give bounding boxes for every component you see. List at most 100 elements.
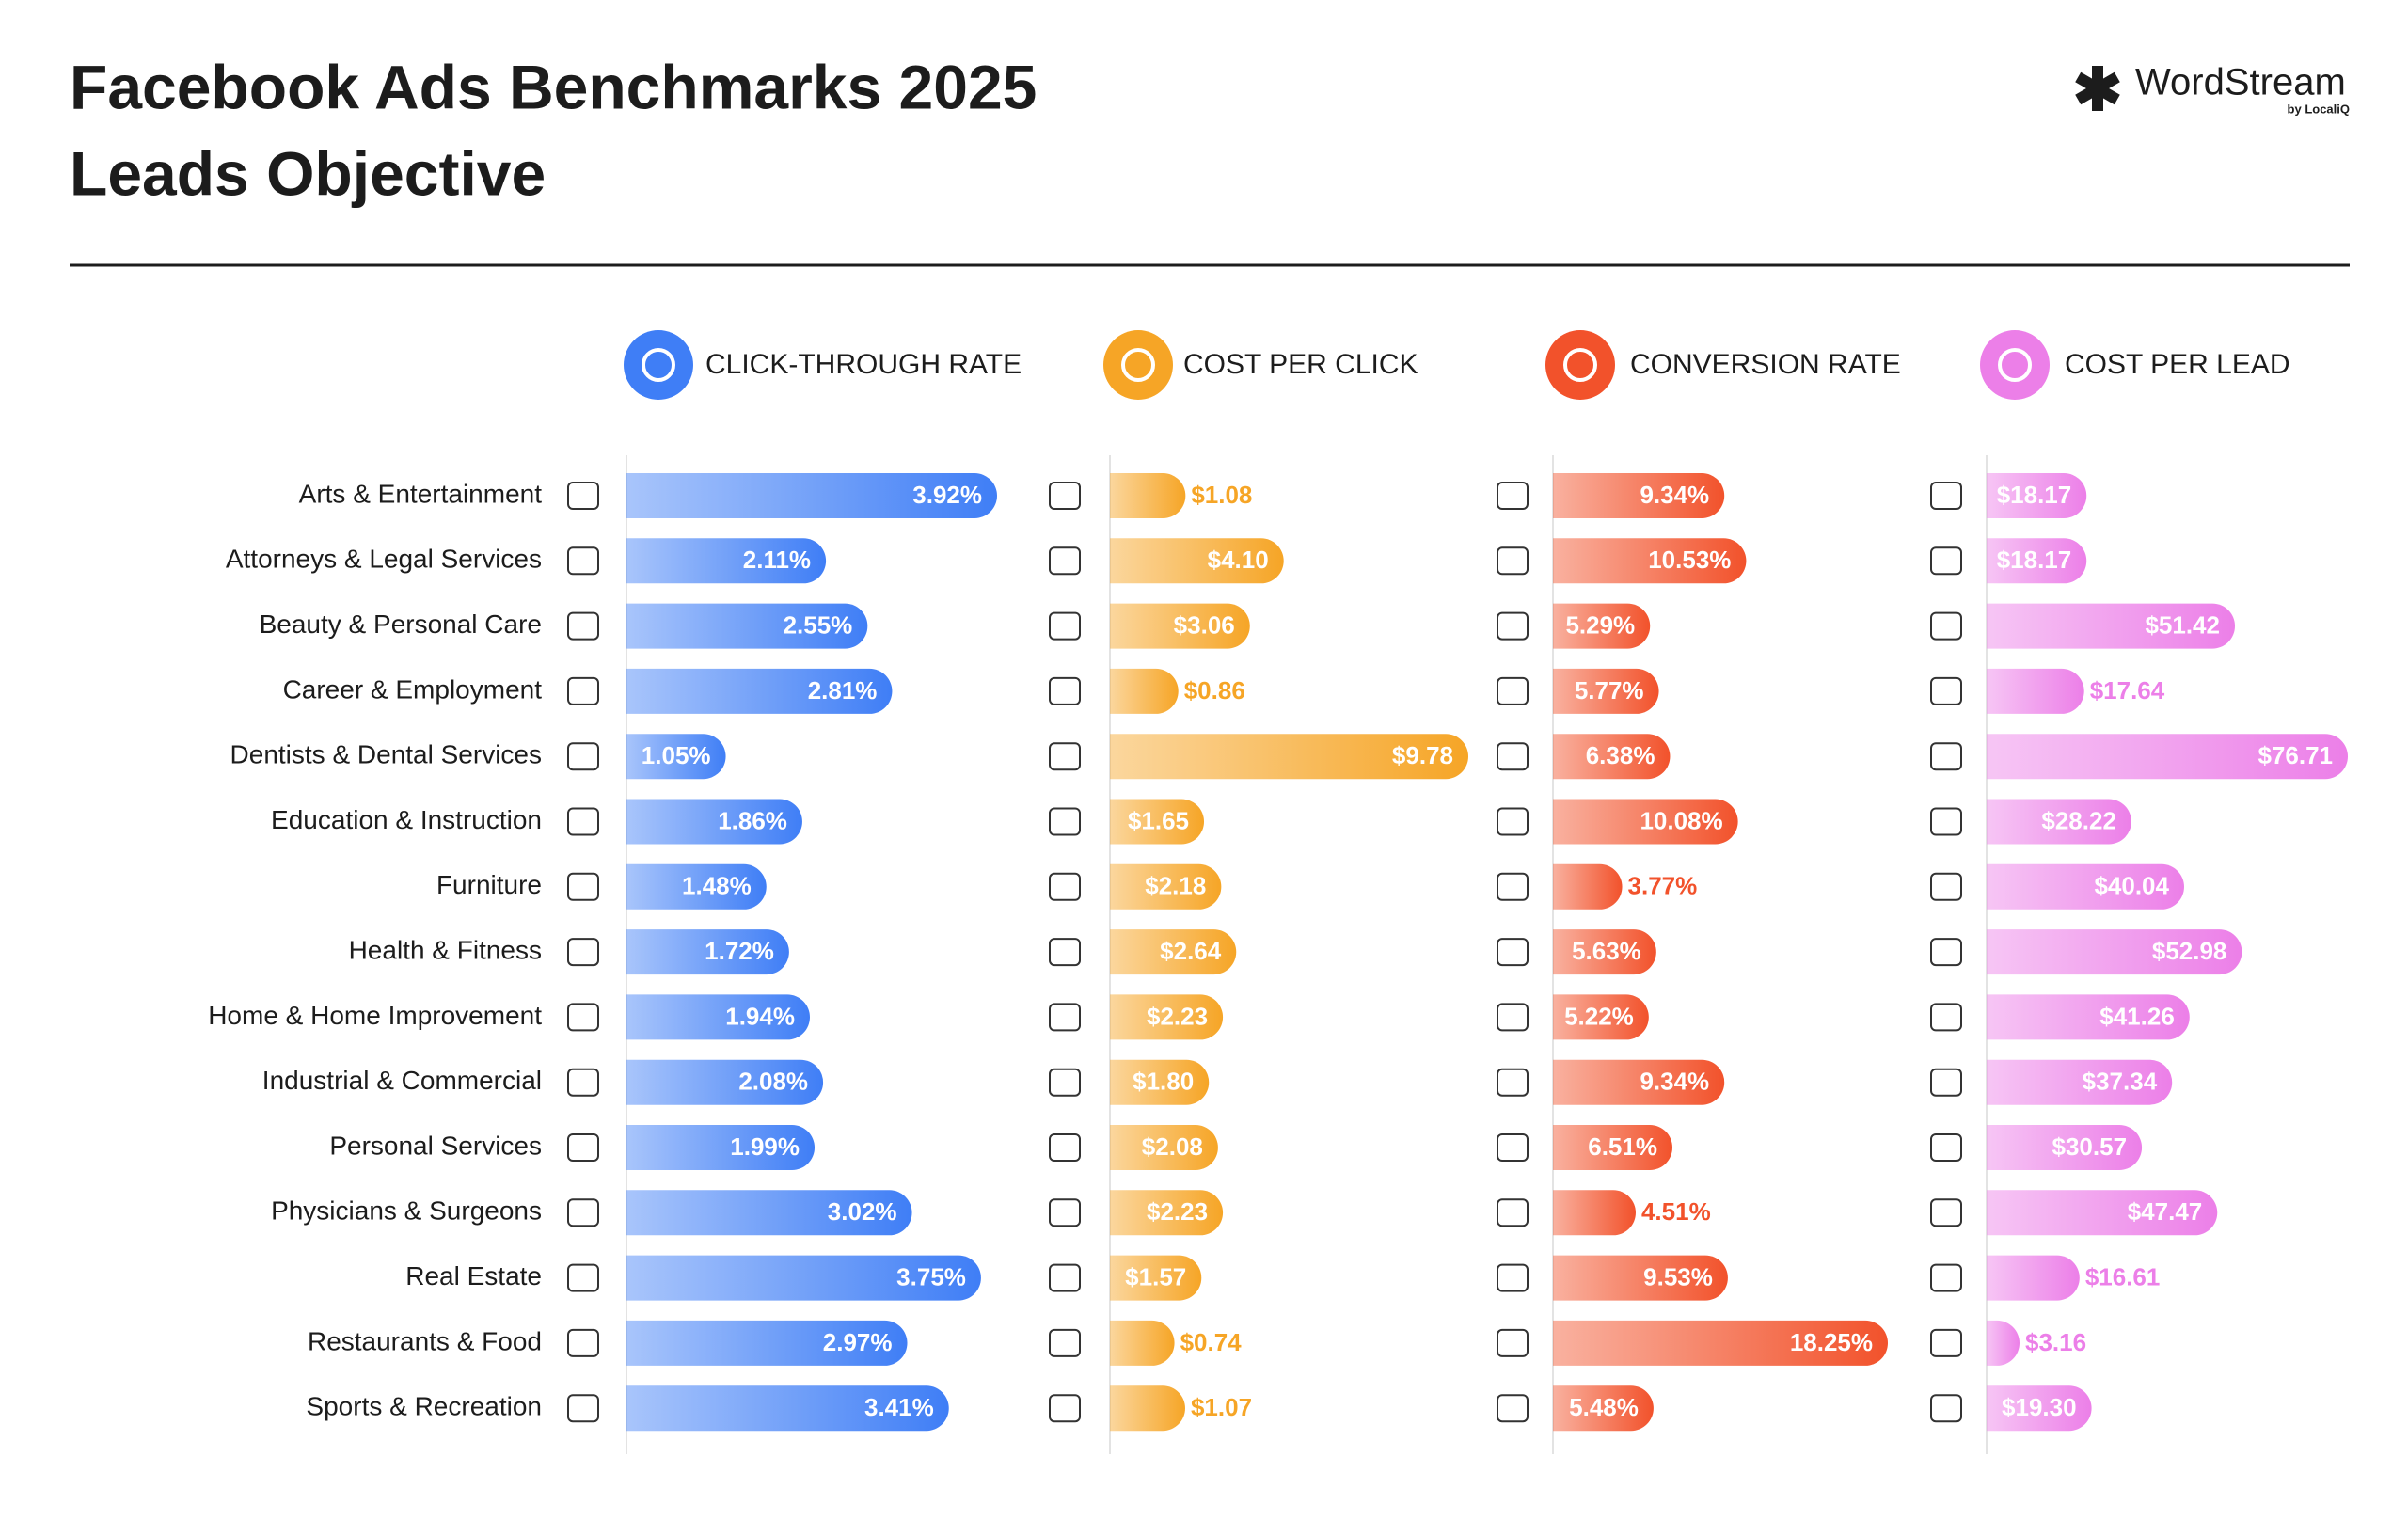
bar [626, 734, 726, 780]
category-label: Physicians & Surgeons [271, 1196, 542, 1226]
bar [1110, 1385, 1185, 1432]
category-label: Attorneys & Legal Services [226, 545, 542, 574]
category-label: Real Estate [405, 1261, 542, 1290]
value-label: 6.51% [1588, 1132, 1657, 1161]
row-icon [1049, 1263, 1081, 1292]
header-icon [624, 330, 693, 400]
bar [1987, 994, 2190, 1040]
row-icon [1049, 676, 1081, 705]
bar [626, 994, 810, 1040]
value-label: 6.38% [1586, 741, 1656, 769]
row-icon [1497, 1394, 1529, 1423]
column-title: COST PER LEAD [2065, 349, 2290, 380]
value-label: $51.42 [2145, 610, 2220, 639]
bar [1987, 799, 2131, 845]
value-label: 1.72% [705, 937, 774, 965]
category-label: Health & Fitness [349, 935, 542, 964]
value-label: 1.05% [642, 741, 711, 769]
value-label: $40.04 [2094, 872, 2169, 900]
row-icon [567, 742, 599, 771]
row-icon [1049, 1068, 1081, 1097]
row-icon [1497, 872, 1529, 901]
bar [1110, 994, 1224, 1040]
subtitle: Leads Objective [70, 138, 546, 208]
row-icon [1497, 1003, 1529, 1032]
bar [1987, 863, 2184, 910]
bar [626, 668, 893, 714]
value-label: $1.08 [1191, 481, 1252, 509]
logo: WordStream [2135, 62, 2346, 103]
value-label: $2.23 [1147, 1197, 1208, 1226]
bar [1110, 538, 1284, 584]
value-label: $52.98 [2152, 937, 2227, 965]
row-icon [1049, 1328, 1081, 1357]
row-icon [1930, 482, 1962, 510]
bar [1987, 1255, 2080, 1301]
value-label: $4.10 [1208, 546, 1269, 574]
bar [1110, 1255, 1202, 1301]
value-label: 5.22% [1564, 1002, 1634, 1030]
row-icon [1930, 807, 1962, 836]
value-label: $3.06 [1174, 610, 1235, 639]
row-icon [1930, 1003, 1962, 1032]
value-label: $1.57 [1125, 1262, 1186, 1290]
row-icon [1049, 938, 1081, 967]
category-label: Education & Instruction [271, 805, 542, 834]
bar [1553, 734, 1671, 780]
bar [1110, 799, 1205, 845]
bar [626, 1190, 912, 1236]
row-icon [567, 938, 599, 967]
bar [626, 603, 868, 649]
value-label: $30.57 [2052, 1132, 2128, 1161]
bar [1553, 538, 1747, 584]
header-icon [1103, 330, 1173, 400]
bar [1553, 473, 1725, 518]
row-icon [1930, 1328, 1962, 1357]
value-label: $16.61 [2085, 1262, 2161, 1290]
row-icon [1049, 546, 1081, 576]
row-icon [1049, 742, 1081, 771]
category-label: Sports & Recreation [306, 1392, 542, 1421]
row-icon [1930, 676, 1962, 705]
bar [1987, 1125, 2143, 1170]
row-icon [1930, 1263, 1962, 1292]
bar [626, 863, 767, 910]
bar [626, 799, 802, 845]
row-icon [567, 1394, 599, 1423]
value-label: 3.75% [896, 1262, 966, 1290]
value-label: 9.34% [1640, 1068, 1709, 1096]
row-icon [567, 872, 599, 901]
row-icon [1049, 807, 1081, 836]
bar [1110, 1190, 1224, 1236]
row-icon [1497, 546, 1529, 576]
row-icon [1049, 1133, 1081, 1162]
bar [1553, 603, 1651, 649]
value-label: 1.86% [718, 806, 787, 834]
bar [1553, 1255, 1728, 1301]
row-icon [1930, 1068, 1962, 1097]
row-icon [567, 1133, 599, 1162]
value-label: $2.18 [1145, 872, 1206, 900]
header-icon [1980, 330, 2050, 400]
value-label: 4.51% [1641, 1197, 1711, 1226]
value-label: 2.81% [808, 676, 878, 705]
column-title: CLICK-THROUGH RATE [705, 349, 1022, 380]
row-icon [1497, 611, 1529, 641]
row-icon [1930, 1198, 1962, 1227]
category-label: Restaurants & Food [308, 1326, 542, 1355]
value-label: 5.48% [1569, 1393, 1639, 1421]
logo-mark [2075, 66, 2120, 111]
value-label: $28.22 [2041, 806, 2116, 834]
category-label: Furniture [436, 870, 542, 899]
row-icon [1497, 1198, 1529, 1227]
value-label: 5.29% [1565, 610, 1635, 639]
value-label: $9.78 [1392, 741, 1453, 769]
bar [1987, 1385, 2092, 1432]
row-icon [1049, 611, 1081, 641]
value-label: 3.41% [864, 1393, 934, 1421]
bar [1110, 734, 1469, 780]
value-label: $17.64 [2090, 676, 2165, 705]
row-icon [1049, 1003, 1081, 1032]
